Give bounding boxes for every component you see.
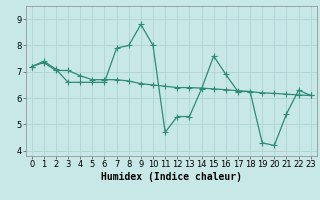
X-axis label: Humidex (Indice chaleur): Humidex (Indice chaleur)	[101, 172, 242, 182]
